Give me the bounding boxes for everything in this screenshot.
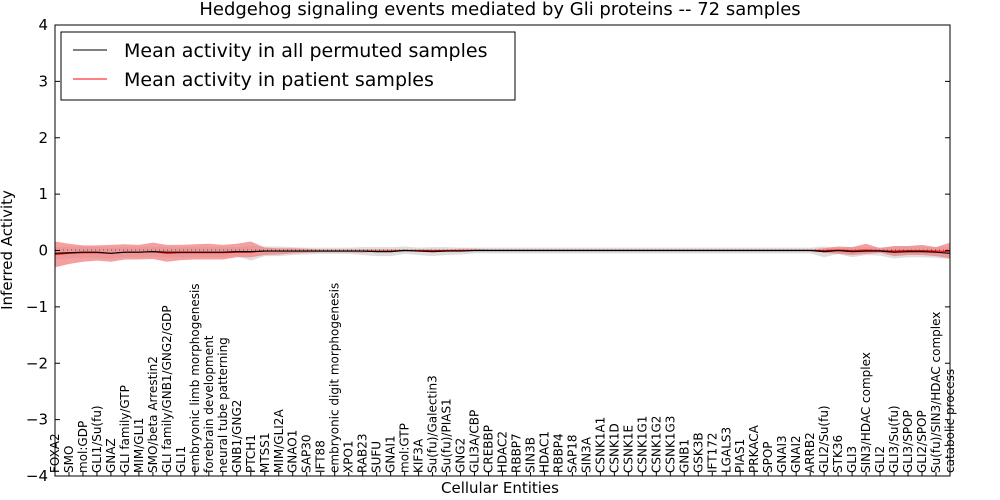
x-category-label: GNAZ bbox=[104, 438, 118, 473]
x-category-label: PRKACA bbox=[747, 424, 761, 473]
x-category-label: GNAO1 bbox=[286, 430, 300, 473]
x-axis-label: Cellular Entities bbox=[441, 479, 559, 497]
series-lines bbox=[54, 249, 951, 255]
x-category-label: IFT88 bbox=[314, 440, 328, 473]
x-category-label: GLI3 bbox=[845, 446, 859, 473]
x-category-label: MIM/GLI2A bbox=[272, 409, 286, 473]
x-category-label: KIF3A bbox=[412, 438, 426, 473]
x-category-label: neural tube patterning bbox=[216, 337, 230, 473]
y-tick-label: −4 bbox=[26, 467, 48, 485]
y-tick-label: 4 bbox=[38, 16, 48, 34]
x-category-label: GLI family/GTP bbox=[118, 385, 132, 473]
x-category-label: CSNK1E bbox=[621, 425, 635, 473]
line-permuted bbox=[54, 249, 951, 254]
x-category-label: HDAC2 bbox=[496, 431, 510, 473]
x-category-label: SMO bbox=[62, 446, 76, 473]
x-category-label: SIN3B bbox=[523, 437, 537, 473]
x-category-label: PIAS1 bbox=[733, 439, 747, 473]
x-category-label: catabolic process bbox=[943, 369, 957, 473]
x-category-label: GNB1 bbox=[677, 439, 691, 473]
x-category-label: GNAI2 bbox=[789, 435, 803, 473]
x-category-label: mol:GDP bbox=[76, 421, 90, 473]
band-patient bbox=[55, 241, 950, 268]
x-category-label: GLI3/SPOP bbox=[901, 410, 915, 473]
chart-title: Hedgehog signaling events mediated by Gl… bbox=[199, 0, 800, 20]
x-category-label: RAB23 bbox=[356, 433, 370, 473]
legend-label-permuted: Mean activity in all permuted samples bbox=[124, 40, 487, 62]
x-category-label: GLI3A/CBP bbox=[468, 410, 482, 473]
x-category-label: GLI2 bbox=[873, 446, 887, 473]
x-category-label: HDAC1 bbox=[537, 431, 551, 473]
x-category-label: SAP18 bbox=[565, 434, 579, 473]
x-category-label: GLI1/Su(fu) bbox=[90, 405, 104, 473]
x-category-label: RBBP7 bbox=[509, 433, 523, 473]
x-category-label: GNAI1 bbox=[384, 435, 398, 473]
x-category-label: IFT172 bbox=[705, 433, 719, 473]
x-category-label: embryonic limb morphogenesis bbox=[188, 283, 202, 473]
y-tick-label: −1 bbox=[26, 298, 48, 316]
y-axis-label: Inferred Activity bbox=[0, 190, 16, 310]
y-tick-label: 0 bbox=[38, 242, 48, 260]
x-category-label: CSNK1A1 bbox=[593, 417, 607, 473]
y-tick-label: −3 bbox=[26, 411, 48, 429]
x-category-label: GLI3/Su(fu) bbox=[887, 405, 901, 473]
legend: Mean activity in all permuted samples Me… bbox=[60, 31, 516, 101]
x-category-label: forebrain development bbox=[202, 335, 216, 473]
x-category-label: RBBP4 bbox=[551, 433, 565, 473]
x-category-label: CREBBP bbox=[482, 425, 496, 473]
x-category-label: CSNK1G1 bbox=[635, 416, 649, 473]
y-axis: −4 −3 −2 −1 0 1 2 3 4 bbox=[26, 16, 950, 485]
x-category-label: LGALS3 bbox=[719, 427, 733, 473]
x-category-label: ARRB2 bbox=[803, 432, 817, 473]
x-category-label: GNG2 bbox=[454, 438, 468, 473]
x-category-label: Su(fu)/SIN3/HDAC complex bbox=[929, 312, 943, 473]
x-category-label: SAP30 bbox=[300, 434, 314, 473]
x-category-label: SIN3/HDAC complex bbox=[859, 352, 873, 473]
y-tick-label: 2 bbox=[38, 129, 48, 147]
x-category-label: STK36 bbox=[831, 435, 845, 473]
y-tick-label: −2 bbox=[26, 354, 48, 372]
x-category-label: SPOP bbox=[761, 441, 775, 473]
x-category-label: GNAI3 bbox=[775, 435, 789, 473]
x-category-label: GLI2/SPOP bbox=[915, 410, 929, 473]
x-category-label: CSNK1G3 bbox=[663, 416, 677, 473]
x-category-label: Su(fu)/Galectin3 bbox=[426, 375, 440, 473]
x-category-label: XPO1 bbox=[342, 440, 356, 473]
x-category-label: SMO/beta Arrestin2 bbox=[146, 356, 160, 473]
x-category-label: PTCH1 bbox=[244, 434, 258, 473]
x-category-label: Su(fu)/PIAS1 bbox=[440, 398, 454, 473]
x-category-label: CSNK1D bbox=[607, 423, 621, 473]
x-category-label: FOXA2 bbox=[48, 433, 62, 473]
y-tick-label: 1 bbox=[38, 185, 48, 203]
x-category-label: GSK3B bbox=[691, 432, 705, 473]
x-category-label: GLI family/GNB1/GNG2/GDP bbox=[160, 305, 174, 473]
x-category-label: GNB1/GNG2 bbox=[230, 400, 244, 473]
x-category-label: MTSS1 bbox=[258, 432, 272, 473]
x-category-label: SIN3A bbox=[579, 436, 593, 473]
legend-label-patient: Mean activity in patient samples bbox=[124, 69, 434, 91]
x-category-label: mol:GTP bbox=[398, 423, 412, 473]
x-category-label: GLI1 bbox=[174, 446, 188, 473]
x-axis-category-labels: FOXA2 SMO mol:GDP GLI1/Su(fu) GNAZ GLI family… bbox=[48, 283, 957, 476]
x-category-label: embryonic digit morphogenesis bbox=[328, 283, 342, 473]
x-category-label: GLI2/Su(fu) bbox=[817, 405, 831, 473]
x-category-label: MIM/GLI1 bbox=[132, 418, 146, 473]
x-category-label: CSNK1G2 bbox=[649, 416, 663, 473]
confidence-bands bbox=[55, 241, 950, 268]
legend-box bbox=[60, 31, 516, 101]
x-category-label: SUFU bbox=[370, 441, 384, 473]
y-tick-label: 3 bbox=[38, 72, 48, 90]
